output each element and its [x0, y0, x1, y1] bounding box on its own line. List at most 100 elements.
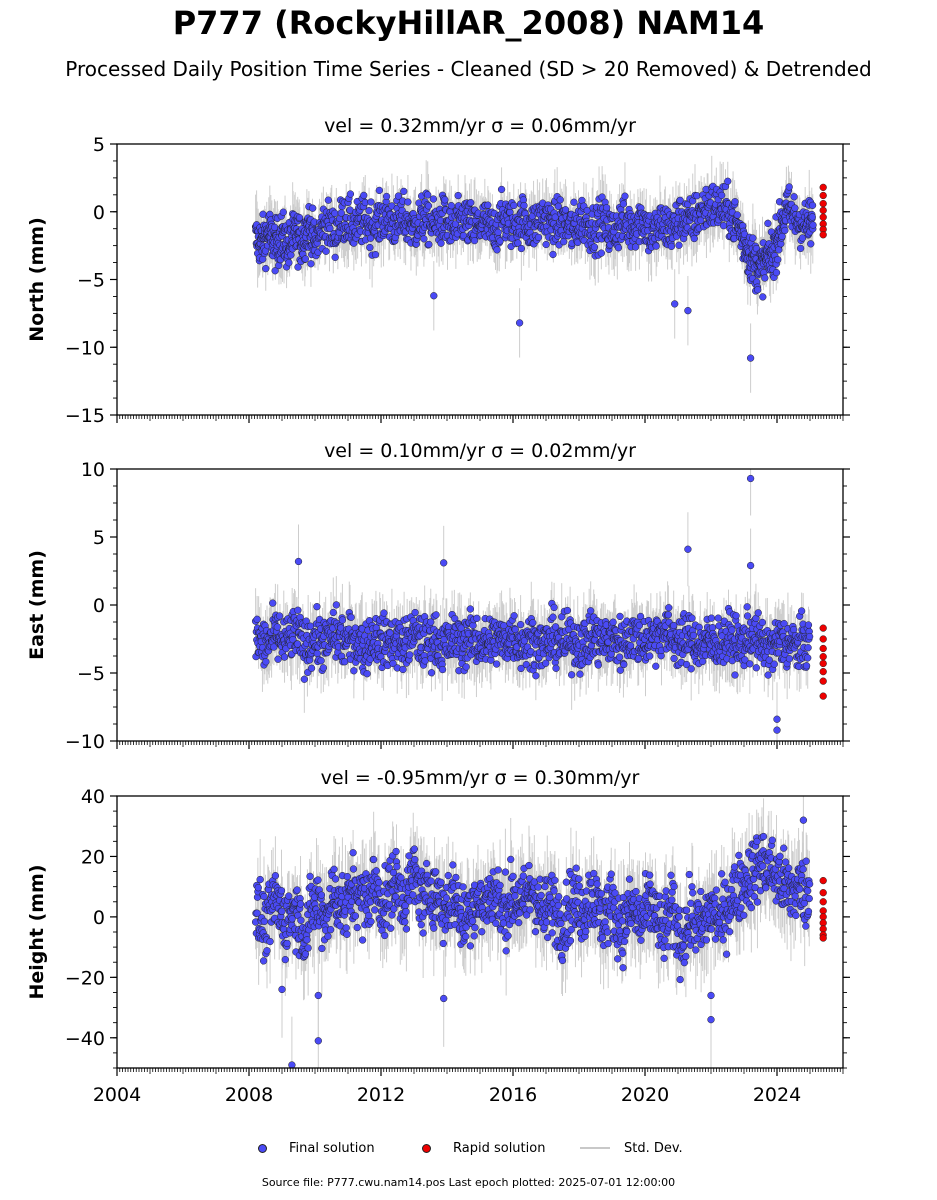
final-point [689, 631, 698, 640]
final-point [724, 177, 732, 185]
final-point [796, 244, 805, 253]
final-point [785, 655, 794, 663]
final-point [559, 238, 568, 246]
outlier-point [515, 319, 524, 327]
final-point [262, 658, 270, 666]
y-tick-label: −15 [65, 405, 105, 427]
final-point [780, 619, 788, 628]
final-point [728, 626, 736, 634]
final-point [427, 669, 436, 677]
final-point [764, 219, 772, 228]
final-point [764, 671, 772, 679]
final-point [652, 242, 660, 250]
final-point [280, 653, 289, 661]
final-point [802, 662, 811, 670]
final-point [707, 614, 716, 622]
outlier-point [746, 561, 755, 570]
rapid-point [819, 191, 827, 200]
panel-east: vel = 0.10mm/yr σ = 0.02mm/yr East (mm) 10… [26, 440, 850, 753]
outlier-point [746, 354, 755, 362]
final-point [733, 211, 741, 219]
final-point [496, 237, 504, 245]
panel-frame [116, 468, 844, 742]
y-tick-label: −5 [77, 270, 105, 292]
final-point [386, 629, 394, 637]
final-point [493, 246, 501, 254]
final-point [698, 657, 707, 666]
final-point [807, 240, 815, 248]
final-point [366, 243, 374, 252]
final-point [346, 190, 355, 198]
final-point [732, 612, 740, 620]
y-axis-label: East (mm) [26, 550, 48, 660]
final-point [517, 664, 525, 673]
final-point [274, 655, 282, 663]
chart-title: P777 (RockyHillAR_2008) NAM14 [172, 4, 765, 42]
outlier-point [746, 474, 755, 483]
final-point [492, 660, 501, 668]
panel-title: vel = 0.32mm/yr σ = 0.06mm/yr [324, 115, 636, 137]
final-point [365, 207, 373, 215]
outlier-point [440, 559, 448, 567]
final-point [542, 240, 550, 249]
final-point [646, 652, 654, 660]
final-point [307, 664, 316, 672]
final-point [301, 255, 310, 263]
final-point [462, 663, 470, 671]
final-point [761, 274, 769, 282]
final-point [665, 604, 673, 612]
y-tick-label: −10 [65, 731, 105, 753]
final-point [772, 268, 781, 277]
final-point [567, 671, 576, 679]
final-point [473, 614, 481, 622]
final-point [759, 293, 767, 301]
rapid-point [819, 644, 827, 653]
final-point [743, 603, 751, 611]
final-point [808, 213, 816, 221]
final-point [497, 185, 506, 194]
final-point [790, 193, 798, 201]
final-point [775, 246, 783, 254]
final-point [350, 667, 358, 675]
final-point [804, 654, 812, 662]
rapid-point [819, 183, 827, 192]
y-tick-label: 0 [93, 595, 105, 617]
final-point [421, 657, 429, 665]
final-point [319, 664, 328, 672]
final-point [620, 660, 628, 669]
final-point [804, 621, 813, 629]
final-points [251, 177, 817, 362]
final-point [805, 632, 814, 641]
final-point [293, 640, 302, 648]
final-point [441, 196, 449, 204]
final-point [287, 251, 295, 259]
final-point [262, 264, 270, 273]
final-point [590, 243, 599, 251]
final-point [467, 199, 475, 207]
rapid-point [819, 692, 827, 700]
data-layer [251, 469, 827, 741]
outlier-point [684, 307, 692, 315]
final-point [809, 221, 817, 229]
rapid-points [819, 624, 827, 700]
final-point [294, 263, 302, 271]
final-point [670, 621, 678, 630]
final-point [749, 234, 757, 242]
final-point [670, 654, 678, 663]
final-point [300, 675, 308, 683]
y-tick-label: 0 [93, 202, 105, 224]
rapid-point [819, 677, 827, 685]
final-point [432, 611, 440, 619]
final-point [785, 183, 793, 191]
final-point [309, 204, 317, 212]
final-point [550, 603, 558, 612]
final-point [420, 235, 428, 243]
final-point [719, 222, 728, 230]
final-point [636, 612, 645, 621]
final-point [331, 253, 339, 261]
outlier-point [671, 300, 679, 308]
final-point [454, 191, 462, 200]
rapid-point [819, 206, 827, 215]
final-point [614, 244, 623, 252]
rapid-point [819, 667, 827, 676]
